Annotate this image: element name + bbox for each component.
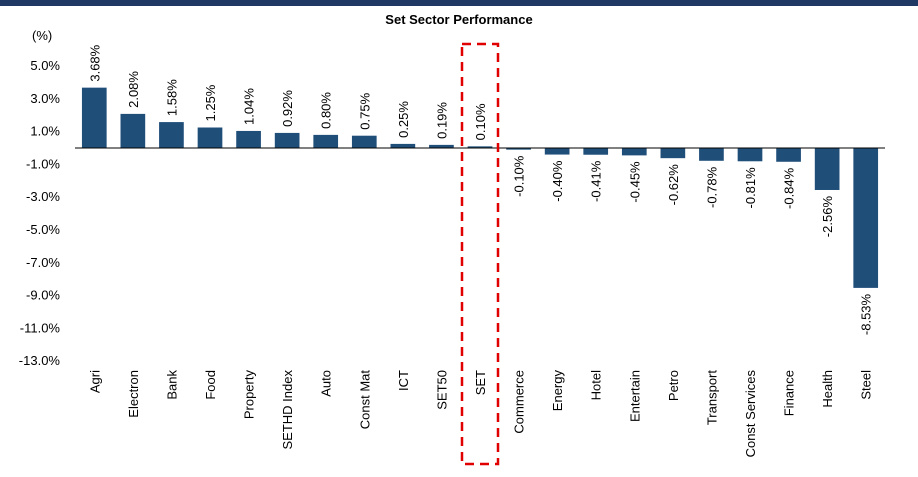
data-label: 0.75% [357, 92, 372, 129]
data-label: 2.08% [126, 71, 141, 108]
bar-const-mat [351, 135, 377, 148]
y-tick-label: -13.0% [19, 353, 61, 368]
data-label: 0.92% [280, 90, 295, 127]
category-label: Steel [859, 370, 874, 400]
category-label: Hotel [589, 370, 604, 400]
bar-set50 [429, 144, 454, 148]
category-label: Petro [666, 370, 681, 401]
y-axis-label: (%) [32, 28, 52, 43]
header-bar [0, 0, 918, 6]
y-tick-label: 1.0% [30, 124, 60, 139]
category-label: SETHD Index [280, 370, 295, 450]
y-tick-label: -1.0% [26, 156, 60, 171]
category-label: Energy [550, 370, 565, 412]
bars [81, 87, 879, 288]
bar-food [197, 127, 223, 148]
bar-ict [390, 143, 416, 148]
category-label: Const Services [743, 370, 758, 458]
data-label: 1.25% [203, 84, 218, 121]
bar-set [467, 146, 493, 148]
data-label: 0.10% [473, 103, 488, 140]
bar-const-services [737, 148, 763, 162]
category-label: Transport [704, 370, 719, 426]
bar-bank [159, 122, 184, 148]
bar-steel [853, 148, 879, 288]
chart-title: Set Sector Performance [385, 12, 533, 27]
data-labels: 3.68% 2.08% 1.58% 1.25% 1.04% 0.92% 0.80% 0.75%… [87, 44, 873, 335]
data-label: -0.78% [704, 166, 719, 208]
bar-health [814, 148, 840, 190]
data-label: 1.58% [164, 79, 179, 116]
data-label: -0.62% [666, 164, 681, 206]
y-tick-label: -3.0% [26, 189, 60, 204]
y-tick-label: -7.0% [26, 255, 60, 270]
category-label: Food [203, 370, 218, 400]
category-label: Health [820, 370, 835, 408]
category-label: ICT [396, 370, 411, 391]
category-label: Auto [319, 370, 334, 397]
bar-agri [81, 87, 107, 148]
bar-petro [660, 148, 686, 159]
data-label: -2.56% [820, 196, 835, 238]
category-label: Entertain [627, 370, 642, 422]
category-label: Agri [87, 370, 102, 393]
category-label: Commerce [512, 370, 527, 434]
bar-energy [544, 148, 570, 155]
data-label: 0.19% [434, 102, 449, 139]
data-label: -0.84% [782, 167, 797, 209]
category-label: Bank [164, 370, 179, 400]
bar-property [236, 130, 261, 148]
category-labels: Agri Electron Bank Food Property SETHD Index A… [87, 370, 873, 458]
highlight-box [460, 42, 500, 466]
category-label: Electron [126, 370, 141, 418]
category-label: Finance [782, 370, 797, 416]
bar-hotel [583, 148, 609, 155]
bar-entertain [621, 148, 647, 156]
bar-auto [313, 134, 339, 148]
category-label: Property [242, 370, 257, 420]
y-axis-ticks: 5.0% 3.0% 1.0% -1.0% -3.0% -5.0% -7.0% -9.0% -11… [19, 58, 61, 368]
data-label: 0.80% [319, 92, 334, 129]
y-tick-label: 5.0% [30, 58, 60, 73]
bar-finance [776, 148, 801, 162]
category-label: Const Mat [357, 370, 372, 430]
data-label: 3.68% [87, 44, 102, 81]
category-label: SET50 [434, 370, 449, 410]
data-label: -0.40% [550, 160, 565, 202]
bar-sethd-index [274, 132, 300, 148]
bar-commerce [506, 148, 531, 150]
y-tick-label: 3.0% [30, 91, 60, 106]
y-tick-label: -11.0% [20, 320, 61, 335]
data-label: -0.10% [512, 155, 527, 197]
data-label: 0.25% [396, 101, 411, 138]
y-tick-label: -9.0% [26, 288, 60, 303]
bar-transport [699, 148, 724, 161]
data-label: -0.81% [743, 167, 758, 209]
y-tick-label: -5.0% [26, 222, 60, 237]
bar-electron [120, 113, 146, 148]
data-label: -0.45% [627, 161, 642, 203]
data-label: 1.04% [242, 88, 257, 125]
data-label: -8.53% [859, 293, 874, 335]
category-label: SET [473, 370, 488, 395]
data-label: -0.41% [589, 160, 604, 202]
